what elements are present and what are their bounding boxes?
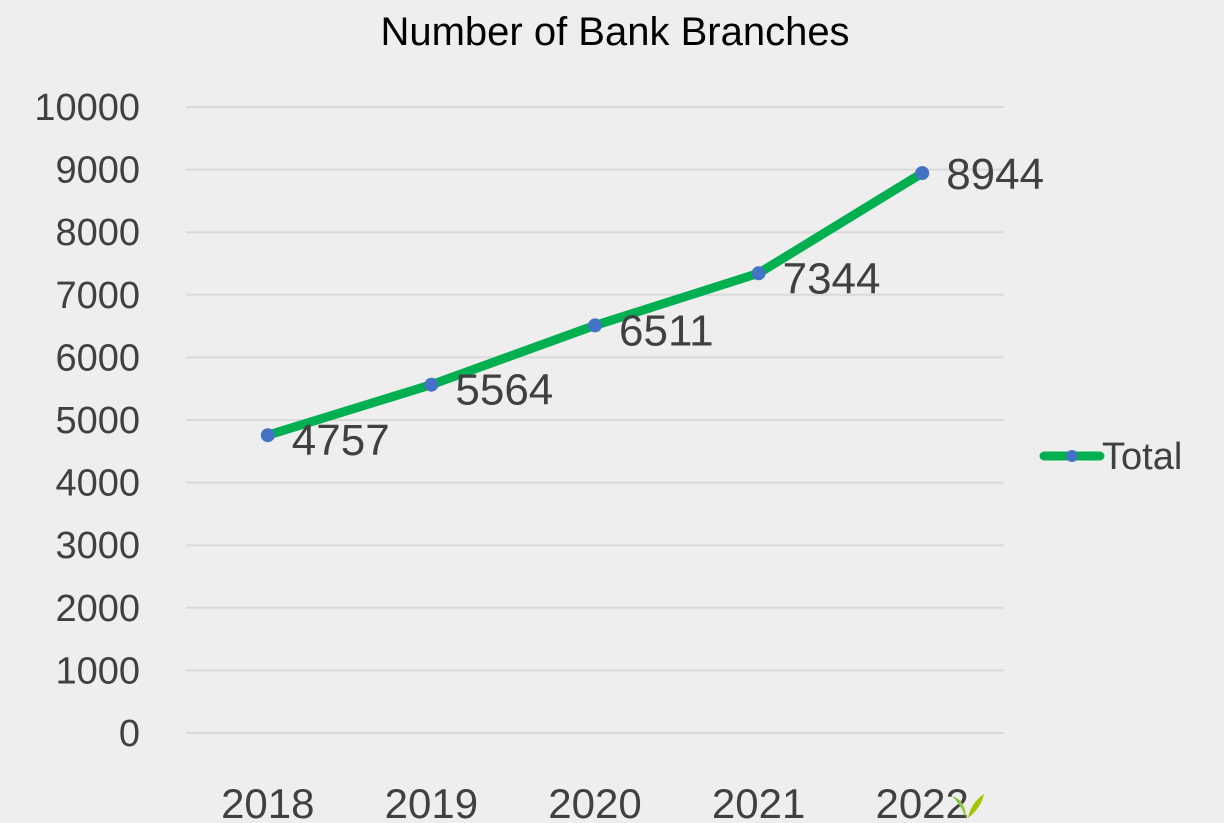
x-tick-label: 2018: [221, 780, 314, 823]
data-label: 5564: [455, 366, 553, 415]
y-axis-ticks: 0 1000 2000 3000 4000 5000 6000 7000 8000 9000 100…: [34, 87, 140, 755]
data-label: 4757: [292, 416, 390, 465]
x-axis-ticks: 2018 2019 2020 2021 2022: [221, 780, 969, 823]
data-point: [260, 428, 275, 443]
leaf-watermark-icon: [952, 794, 984, 818]
data-point: [915, 166, 930, 181]
data-point: [588, 318, 602, 333]
y-tick-label: 0: [119, 713, 140, 755]
y-tick-label: 9000: [55, 150, 140, 192]
y-tick-label: 10000: [34, 87, 140, 129]
y-tick-label: 5000: [55, 400, 140, 442]
data-labels: 4757 5564 6511 7344 8944: [292, 150, 1044, 465]
y-tick-label: 3000: [55, 525, 140, 567]
x-tick-label: 2019: [385, 780, 478, 823]
legend-label-total: Total: [1102, 436, 1182, 478]
data-label: 8944: [946, 150, 1044, 199]
y-tick-label: 6000: [55, 337, 140, 379]
data-label: 7344: [783, 254, 881, 303]
y-tick-label: 1000: [55, 650, 140, 692]
chart-title: Number of Bank Branches: [380, 10, 849, 54]
legend-marker: [1066, 450, 1078, 462]
x-tick-label: 2021: [712, 780, 805, 823]
series-line-total: [263, 168, 927, 440]
y-tick-label: 4000: [55, 463, 140, 505]
x-tick-label: 2022: [875, 780, 968, 823]
data-label: 6511: [619, 306, 714, 355]
x-tick-label: 2020: [548, 780, 641, 823]
series-total: [260, 166, 930, 443]
y-tick-label: 7000: [55, 275, 140, 317]
data-point: [751, 266, 766, 281]
data-point: [424, 377, 439, 392]
y-tick-label: 2000: [55, 588, 140, 630]
y-tick-label: 8000: [55, 212, 140, 254]
legend: Total: [1039, 436, 1182, 478]
